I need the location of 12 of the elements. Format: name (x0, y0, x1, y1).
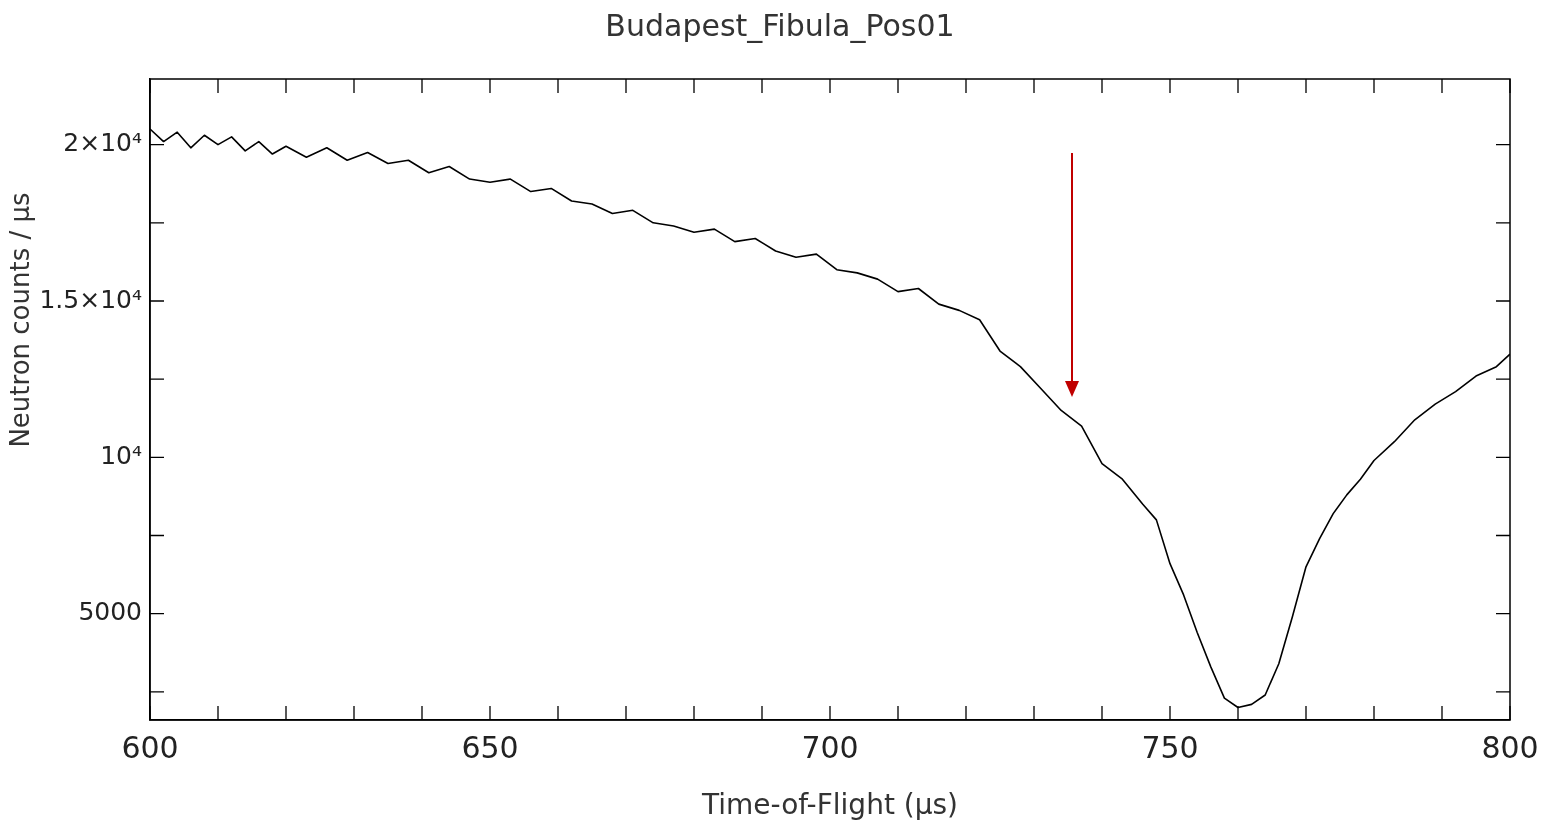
x-tick-label: 600 (121, 729, 179, 765)
x-axis-title: Time-of-Flight (μs) (701, 788, 959, 821)
y-tick-label: 2×10⁴ (63, 128, 142, 158)
x-tick-label: 750 (1141, 729, 1199, 765)
y-tick-label: 5000 (78, 597, 142, 627)
x-tick-label: 700 (801, 729, 859, 765)
y-tick-label: 1.5×10⁴ (39, 284, 142, 314)
y-axis-title: Neutron counts / μs (5, 192, 35, 448)
y-tick-label: 10⁴ (100, 440, 142, 470)
x-tick-label: 800 (1481, 729, 1539, 765)
x-tick-label: 650 (461, 729, 519, 765)
chart-title: Budapest_Fibula_Pos01 (604, 8, 956, 43)
